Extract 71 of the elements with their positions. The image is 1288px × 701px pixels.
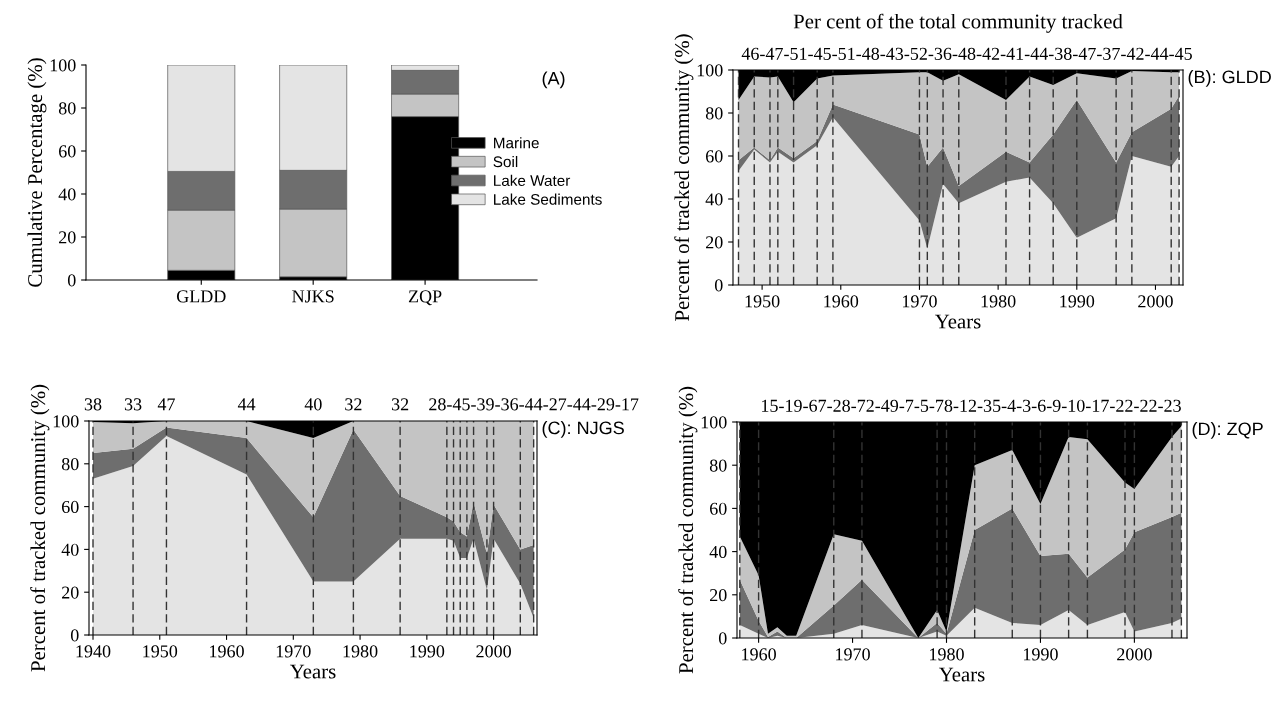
y-tick-label: 20 bbox=[710, 589, 727, 602]
x-axis-title: Years bbox=[938, 667, 985, 682]
y-tick-label: 0 bbox=[70, 629, 79, 642]
x-tick-label: NJKS bbox=[292, 290, 334, 303]
y-axis-title: Percent of tracked community (%) bbox=[678, 386, 698, 674]
y-tick-label: 40 bbox=[705, 193, 723, 206]
x-tick-label: 1970 bbox=[902, 295, 937, 308]
text: (B): GLDD bbox=[1188, 70, 1271, 87]
y-tick-label: 80 bbox=[705, 107, 723, 120]
y-tick-label: 60 bbox=[706, 150, 723, 163]
legend-label: Marine bbox=[494, 137, 539, 149]
legend-label: Lake Water bbox=[494, 174, 571, 187]
y-tick-label: 20 bbox=[62, 586, 79, 599]
x-axis-title: Years bbox=[289, 664, 336, 679]
y-tick-label: 100 bbox=[53, 415, 79, 428]
annotation: 32 bbox=[345, 398, 362, 411]
annotation: 28-45-39-36-44-27-44-29-17 bbox=[429, 398, 639, 411]
y-tick-label: 100 bbox=[697, 64, 723, 77]
x-tick-label: 1960 bbox=[824, 295, 859, 308]
x-tick-label: GLDD bbox=[176, 290, 226, 303]
x-axis-title: Years bbox=[934, 314, 981, 329]
y-tick-label: 80 bbox=[58, 102, 76, 115]
annotation: 33 bbox=[124, 398, 142, 411]
x-tick-label: 2000 bbox=[1117, 648, 1152, 661]
x-tick-label: 2000 bbox=[476, 645, 511, 658]
x-tick-label: 2000 bbox=[1138, 295, 1173, 308]
y-tick-label: 60 bbox=[62, 500, 79, 514]
annotation: 40 bbox=[304, 398, 322, 411]
x-tick-label: 1990 bbox=[1060, 295, 1095, 308]
y-tick-label: 0 bbox=[714, 279, 723, 292]
y-tick-label: 60 bbox=[59, 145, 76, 158]
text: (A) bbox=[542, 71, 565, 89]
text: (D): ZQP bbox=[1192, 422, 1263, 439]
y-tick-label: 40 bbox=[61, 543, 79, 556]
y-tick-label: 0 bbox=[67, 274, 76, 287]
y-tick-label: 100 bbox=[50, 59, 76, 72]
annotation: 32 bbox=[391, 398, 409, 411]
annotation: 38 bbox=[84, 398, 102, 411]
y-tick-label: 80 bbox=[709, 459, 727, 472]
x-tick-label: 1990 bbox=[410, 645, 445, 658]
y-axis-title: Cumulative Percentage (%) bbox=[27, 58, 47, 287]
y-tick-label: 20 bbox=[706, 236, 723, 249]
y-axis-title: Percent of tracked community (%) bbox=[674, 34, 694, 321]
y-tick-label: 80 bbox=[61, 458, 79, 471]
y-tick-label: 0 bbox=[718, 632, 727, 645]
chart-title: Per cent of the total community tracked bbox=[793, 13, 1123, 33]
x-tick-label: 1940 bbox=[76, 645, 111, 658]
y-tick-label: 60 bbox=[710, 502, 727, 515]
y-axis-title: Percent of tracked community (%) bbox=[30, 384, 50, 672]
x-tick-label: 1970 bbox=[276, 645, 311, 658]
x-tick-label: 1980 bbox=[343, 645, 378, 658]
annotation: 44 bbox=[237, 398, 256, 411]
y-tick-label: 40 bbox=[58, 188, 76, 201]
x-tick-label: 1960 bbox=[742, 648, 776, 661]
x-tick-label: 1950 bbox=[143, 645, 178, 658]
x-tick-label: 1990 bbox=[1023, 648, 1058, 661]
x-tick-label: 1950 bbox=[745, 295, 780, 308]
x-tick-label: 1980 bbox=[981, 295, 1016, 308]
y-tick-label: 40 bbox=[709, 545, 727, 559]
text: 15-19-67-28-72-49-7-5-78-12-35-4-3-6-9-10-17-22-22-23 bbox=[762, 399, 1181, 412]
legend-label: Lake Sediments bbox=[494, 193, 602, 205]
text: 46-47-51-45-51-48-43-52-36-48-42-41-44-38-47-37-42-44-45 bbox=[741, 47, 1192, 60]
annotation: 47 bbox=[157, 398, 175, 411]
text: (C): NJGS bbox=[542, 421, 624, 438]
legend-label: Soil bbox=[493, 155, 518, 168]
y-tick-label: 20 bbox=[59, 231, 76, 244]
x-tick-label: 1980 bbox=[930, 648, 964, 661]
x-tick-label: 1970 bbox=[836, 648, 870, 661]
y-tick-label: 100 bbox=[701, 416, 727, 429]
x-tick-label: 1960 bbox=[210, 645, 244, 658]
x-tick-label: ZQP bbox=[408, 290, 442, 306]
